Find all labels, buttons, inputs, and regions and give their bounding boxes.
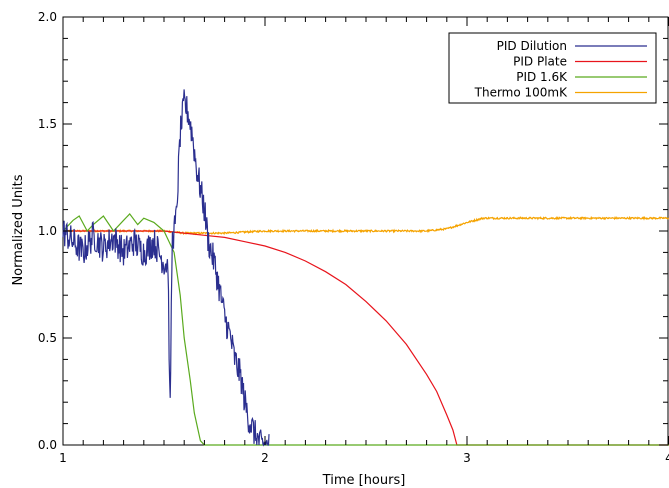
y-tick-label: 1.5 — [38, 117, 57, 131]
y-axis-label: Normalized Units — [11, 174, 26, 285]
y-tick-label: 1.0 — [38, 224, 57, 238]
series-line-1 — [63, 230, 669, 446]
y-tick-label: 2.0 — [38, 10, 57, 24]
legend-label: Thermo 100mK — [474, 86, 568, 100]
legend-label: PID Dilution — [497, 39, 567, 53]
x-tick-label: 2 — [261, 451, 269, 465]
series-line-0 — [62, 89, 270, 447]
x-axis-label: Time [hours] — [322, 473, 406, 488]
y-tick-label: 0.5 — [38, 331, 57, 345]
x-tick-label: 1 — [59, 451, 67, 465]
y-tick-label: 0.0 — [38, 438, 57, 452]
x-tick-label: 4 — [665, 451, 669, 465]
series-line-2 — [62, 212, 669, 446]
legend-label: PID Plate — [513, 55, 567, 69]
legend-label: PID 1.6K — [516, 70, 568, 84]
ticks-group: 1 2 3 4 0.0 0.5 1.0 1.5 2.0 — [38, 10, 669, 465]
series-group — [62, 89, 669, 447]
legend-box — [448, 32, 657, 104]
x-tick-label: 3 — [463, 451, 471, 465]
